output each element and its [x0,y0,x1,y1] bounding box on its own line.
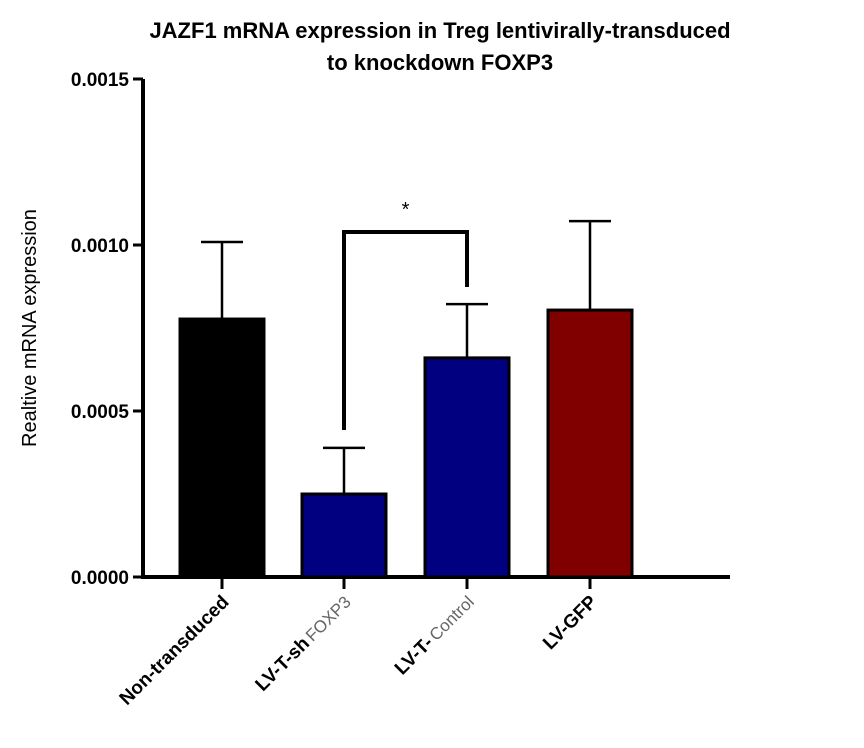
significance-star: * [402,199,410,221]
x-tick-label-light: Control [426,592,478,644]
bar [300,492,388,579]
x-tick-label: LV-GFP [539,591,602,654]
significance-bracket [342,230,469,430]
x-tick-label: LV-T-shFOXP3 [252,592,356,696]
y-tick-label: 0.0005 [71,402,130,423]
x-tick-label-bold: LV-T- [391,633,438,680]
x-tick-label-bold: LV-GFP [539,591,602,654]
y-tick-label: 0.0015 [71,70,130,91]
chart-title-line-2: to knockdown FOXP3 [327,50,553,75]
x-tick-label-light: FOXP3 [302,592,355,645]
bar [423,356,511,579]
y-axis-label: Realtive mRNA expression [19,209,41,447]
x-tick-label: LV-T-Control [391,592,479,680]
y-tick-label: 0.0000 [71,568,129,589]
bar [546,308,634,579]
bar [178,317,266,579]
y-tick-label: 0.0010 [71,236,129,257]
x-tick-label-bold: LV-T-sh [252,633,314,695]
chart-title-line-1: JAZF1 mRNA expression in Treg lentiviral… [149,18,730,43]
x-tick-label: Non-transduced [116,592,234,710]
x-tick-label-bold: Non-transduced [116,592,234,710]
